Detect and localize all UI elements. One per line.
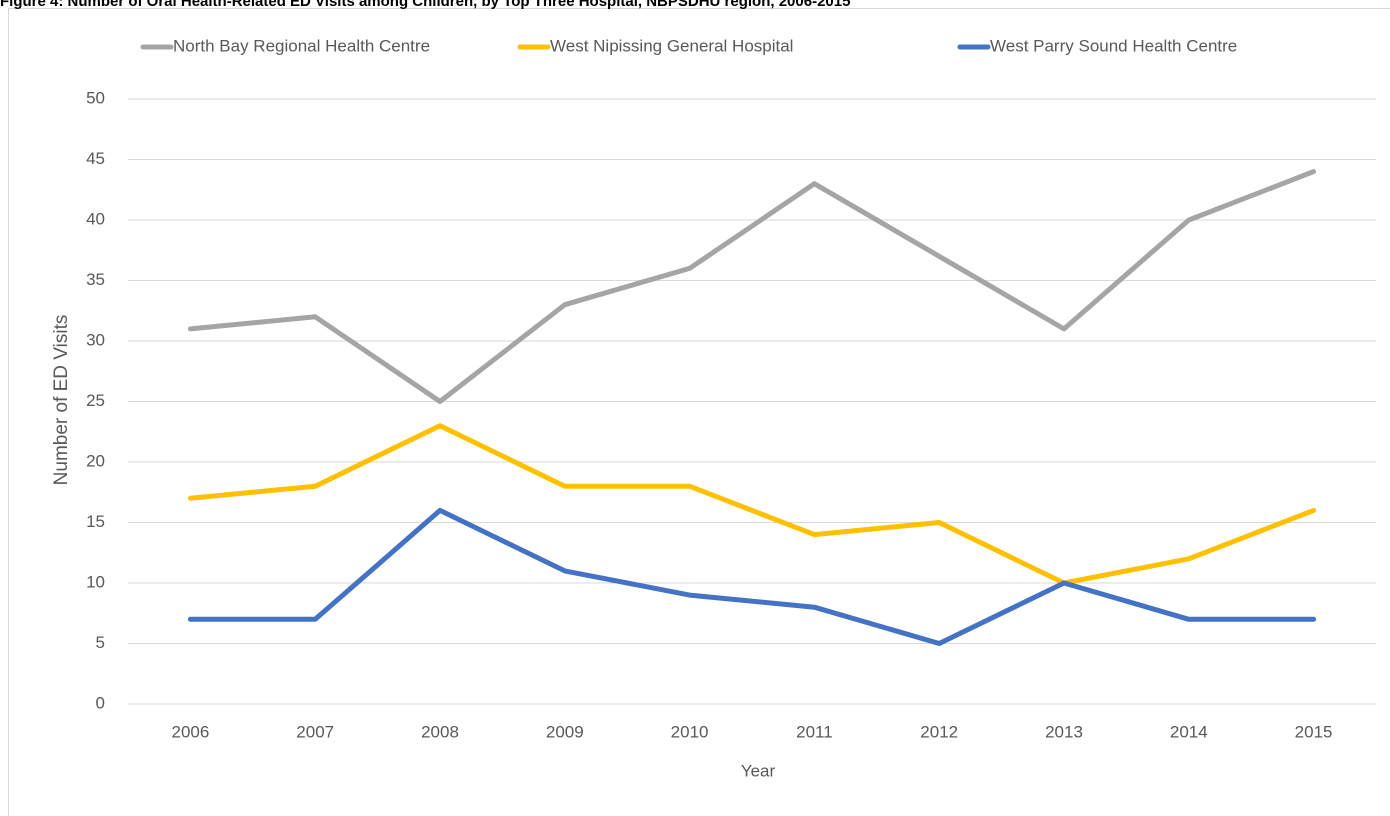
- chart-title: Figure 4: Number of Oral Health-Related …: [0, 0, 850, 10]
- x-tick-label: 2006: [171, 722, 209, 741]
- x-tick-label: 2007: [296, 722, 334, 741]
- y-tick-label: 50: [86, 88, 105, 107]
- chart-border: [8, 8, 1390, 816]
- legend-label: West Parry Sound Health Centre: [990, 36, 1237, 55]
- y-tick-label: 45: [86, 149, 105, 168]
- y-axis-label: Number of ED Visits: [51, 315, 72, 486]
- legend-label: West Nipissing General Hospital: [550, 36, 793, 55]
- x-tick-label: 2009: [546, 722, 584, 741]
- y-tick-label: 35: [86, 270, 105, 289]
- x-tick-label: 2008: [421, 722, 459, 741]
- x-tick-label: 2013: [1045, 722, 1083, 741]
- series-line: [187, 423, 1317, 586]
- x-tick-label: 2011: [796, 722, 833, 741]
- y-tick-label: 10: [86, 572, 105, 591]
- y-tick-label: 40: [86, 209, 105, 228]
- y-tick-label: 5: [96, 633, 105, 652]
- y-tick-label: 0: [96, 693, 105, 712]
- series-line: [187, 507, 1317, 646]
- legend-label: North Bay Regional Health Centre: [173, 36, 430, 55]
- series-line: [187, 169, 1317, 404]
- x-tick-label: 2015: [1295, 722, 1333, 741]
- x-tick-label: 2010: [671, 722, 709, 741]
- x-tick-label: 2012: [920, 722, 958, 741]
- y-tick-label: 30: [86, 330, 105, 349]
- y-tick-label: 15: [86, 512, 105, 531]
- y-tick-label: 20: [86, 451, 105, 470]
- x-tick-label: 2014: [1170, 722, 1208, 741]
- y-tick-label: 25: [86, 391, 105, 410]
- x-axis-label: Year: [741, 761, 776, 780]
